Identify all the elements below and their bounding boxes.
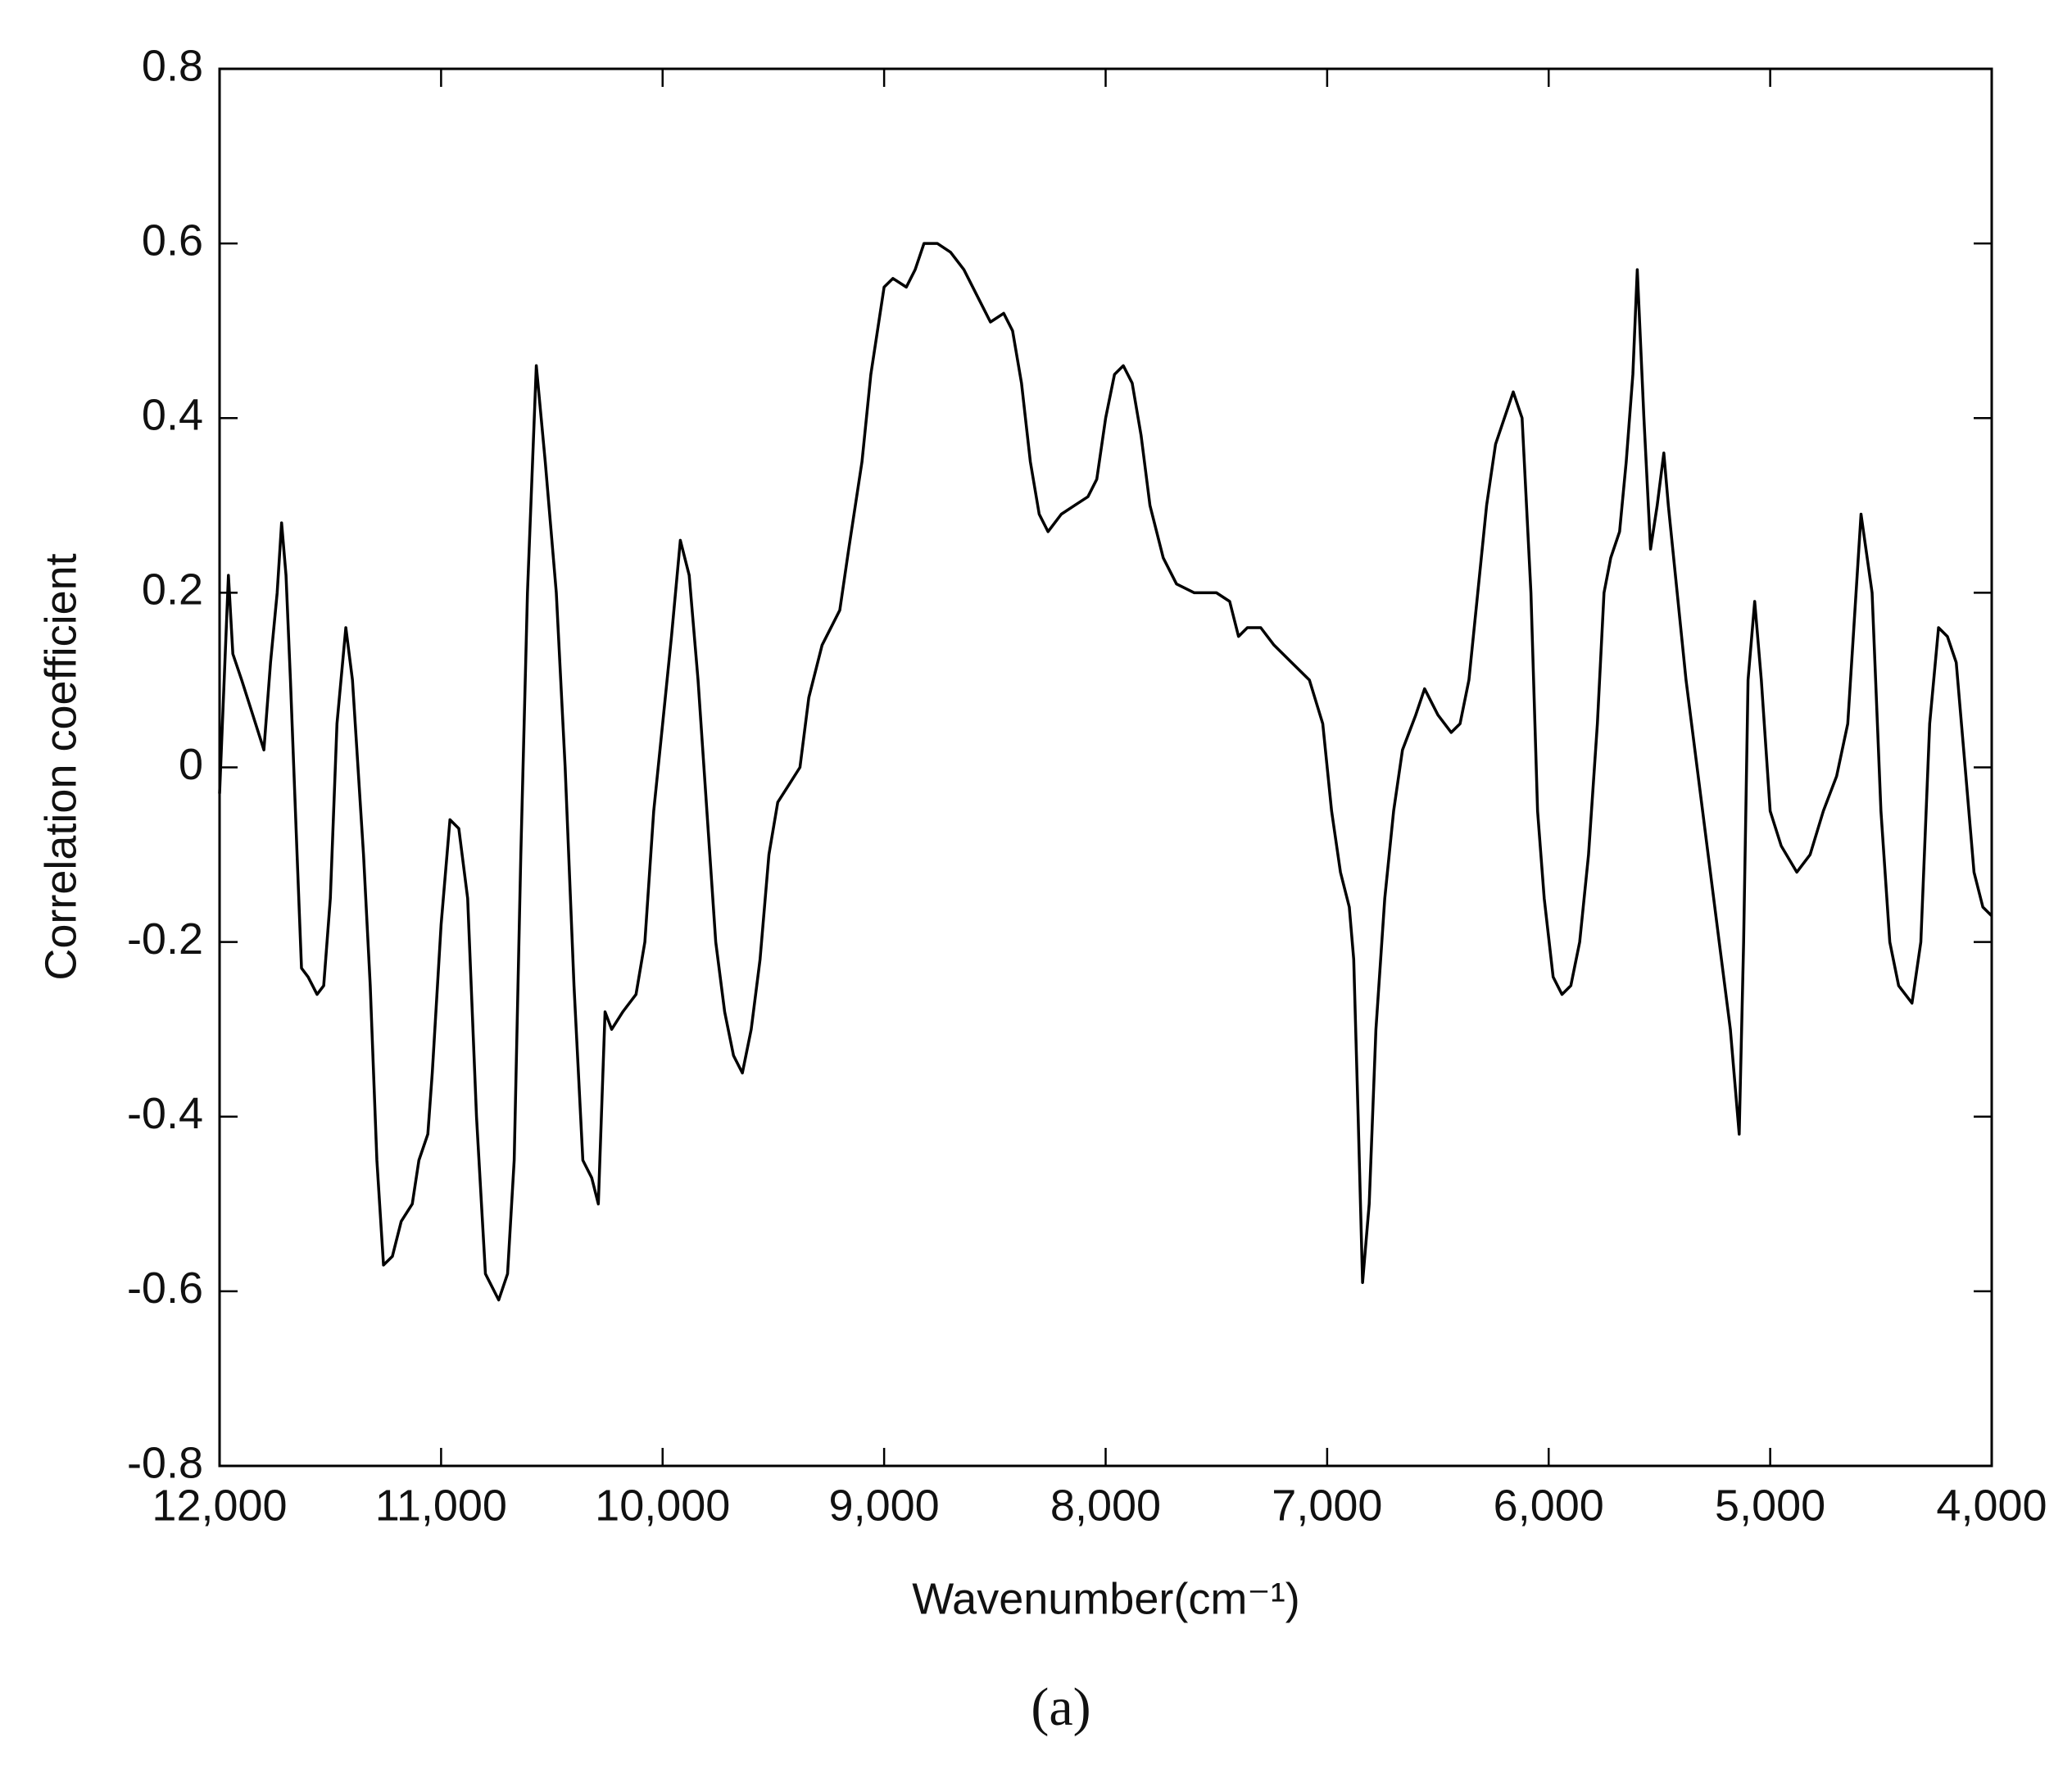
x-tick-label: 11,000 [375, 1481, 507, 1530]
x-tick-label: 8,000 [1050, 1481, 1161, 1530]
x-tick-label: 9,000 [829, 1481, 940, 1530]
y-tick-label: 0 [179, 740, 203, 789]
x-tick-label: 10,000 [595, 1481, 730, 1530]
x-axis-label: Wavenumber(cm⁻¹) [912, 1574, 1300, 1623]
y-tick-label: 0.4 [142, 391, 203, 440]
y-tick-label: -0.4 [127, 1089, 203, 1138]
caption: (a) [1031, 1677, 1090, 1737]
x-tick-label: 4,000 [1936, 1481, 2047, 1530]
y-tick-label: -0.2 [127, 914, 203, 964]
y-tick-label: 0.8 [142, 41, 203, 90]
y-tick-label: -0.8 [127, 1438, 203, 1487]
x-tick-label: 5,000 [1715, 1481, 1825, 1530]
y-tick-label: 0.6 [142, 216, 203, 265]
x-tick-label: 12,000 [152, 1481, 287, 1530]
y-axis-label: Correlation coefficient [36, 553, 85, 980]
x-tick-label: 7,000 [1272, 1481, 1382, 1530]
y-tick-label: 0.2 [142, 565, 203, 615]
y-tick-label: -0.6 [127, 1264, 203, 1313]
x-tick-label: 6,000 [1494, 1481, 1604, 1530]
data-line [218, 242, 1993, 1302]
